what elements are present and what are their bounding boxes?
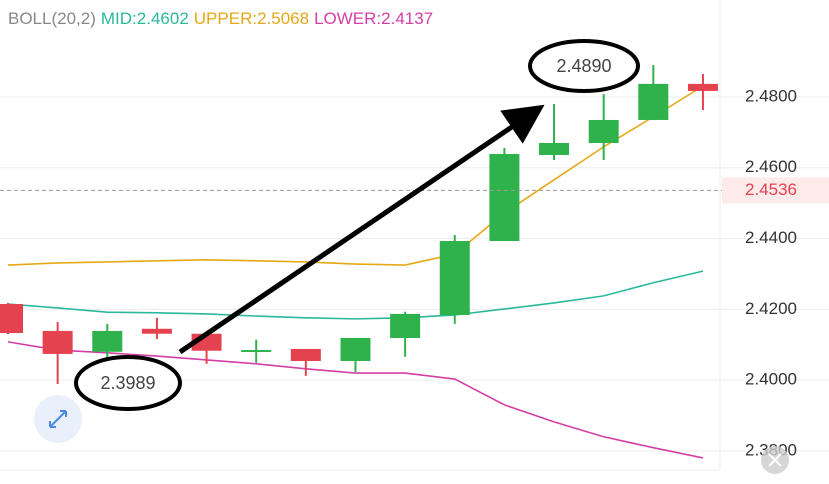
y-tick-label: 2.4200: [745, 299, 797, 318]
bands: [7, 85, 704, 459]
y-axis: 2.38002.40002.42002.44002.46002.48002.45…: [722, 86, 829, 459]
annotation-ellipse: [528, 39, 640, 93]
y-tick-label: 2.4400: [745, 228, 797, 247]
candles: [0, 65, 722, 384]
candle-body: [687, 83, 718, 91]
candle-body: [141, 328, 172, 334]
candle-body: [92, 330, 123, 352]
expand-button[interactable]: [34, 395, 82, 443]
candle-body: [489, 153, 520, 242]
candle-body: [241, 350, 272, 353]
indicator-name: BOLL(20,2): [8, 9, 96, 28]
candle-body: [290, 348, 321, 361]
indicator-upper: UPPER:2.5068: [194, 9, 309, 28]
band-line: [7, 341, 704, 459]
indicator-mid: MID:2.4602: [101, 9, 189, 28]
last-price-label: 2.4536: [745, 180, 797, 199]
header: BOLL(20,2) MID:2.4602 UPPER:2.5068 LOWER:2.…: [8, 9, 433, 28]
y-tick-label: 2.4600: [745, 157, 797, 176]
candle-body: [539, 142, 570, 156]
indicator-lower: LOWER:2.4137: [314, 9, 433, 28]
arrow: [178, 104, 545, 355]
band-line: [7, 270, 704, 320]
close-button[interactable]: [761, 446, 789, 474]
band-line: [7, 85, 704, 266]
candle-body: [638, 83, 669, 120]
candle-body: [439, 241, 470, 315]
annotation: 2.4890: [556, 56, 611, 76]
candle-body: [588, 119, 619, 143]
annotation: 2.3989: [100, 373, 155, 393]
candle-body: [42, 330, 73, 354]
last-price-bg: [722, 177, 829, 204]
y-tick-label: 2.4800: [745, 86, 797, 105]
annotation-ellipse: [74, 355, 182, 411]
candle-body: [0, 304, 23, 334]
candle-body: [340, 337, 371, 361]
y-tick-label: 2.4000: [745, 370, 797, 389]
candle-body: [390, 313, 421, 338]
